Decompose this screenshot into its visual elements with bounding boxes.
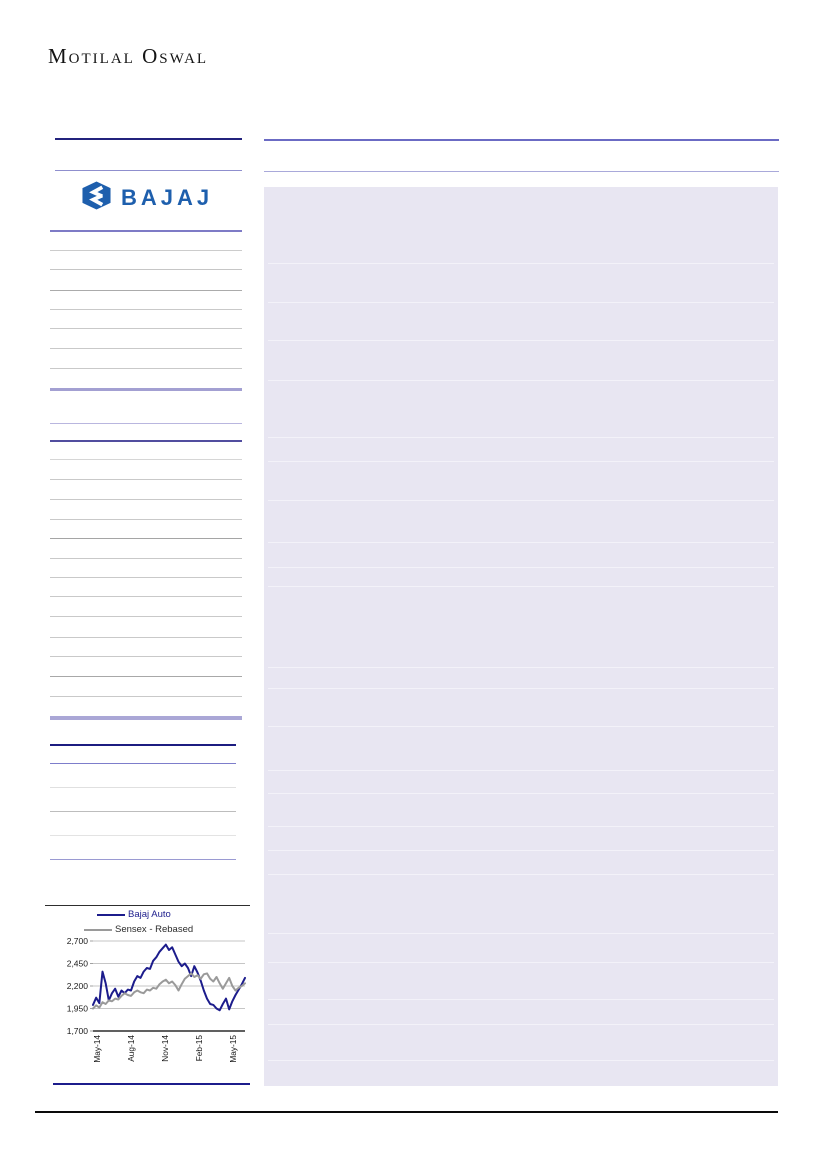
rule-line [50,459,242,460]
rule-line [50,250,242,251]
bajaj-logo-text: BAJAJ [121,185,214,210]
panel-row-divider [268,793,774,794]
svg-text:Feb-15: Feb-15 [194,1035,204,1062]
svg-text:May-15: May-15 [228,1035,238,1063]
stock-chart: 1,700 1,950 2,200 2,450 2,700 May-14 Aug-14 Nov… [48,936,248,1074]
panel-row-divider [268,688,774,689]
rule-line [50,637,242,638]
panel-row-divider [268,826,774,827]
panel-row-divider [268,500,774,501]
rule-line [50,328,242,329]
rule-line [50,348,242,349]
svg-text:1,700: 1,700 [67,1026,89,1036]
panel-row-divider [268,437,774,438]
panel-row-divider [268,567,774,568]
legend-label: Sensex - Rebased [115,924,194,935]
panel-row-divider [268,1060,774,1061]
rule-line [50,596,242,597]
content-panel [264,187,778,1086]
rule-line [50,787,236,788]
rule-line [50,676,242,677]
rule-line [50,859,236,860]
panel-row-divider [268,340,774,341]
rule-line [264,171,779,172]
bajaj-hexagon-icon [80,181,113,215]
rule-line [55,138,242,140]
rule-line [50,269,242,270]
bajaj-logo: BAJAJ [80,181,213,215]
rule-line [53,1083,250,1085]
panel-row-divider [268,263,774,264]
panel-row-divider [268,542,774,543]
legend-label: Bajaj Auto [128,909,171,920]
rule-line [50,290,242,291]
motilal-oswal-logo: Motilal Oswal [48,44,209,68]
rule-line [50,811,236,812]
rule-line [50,716,242,720]
rule-line [45,905,250,906]
rule-line [50,744,236,746]
rule-line [50,656,242,657]
svg-text:2,200: 2,200 [67,981,89,991]
panel-row-divider [268,874,774,875]
rule-line [50,558,242,559]
rule-line [50,309,242,310]
rule-line [50,368,242,369]
panel-row-divider [268,962,774,963]
panel-row-divider [268,1024,774,1025]
panel-row-divider [268,302,774,303]
rule-line [50,499,242,500]
legend-line-sample [84,929,112,931]
rule-line [50,538,242,539]
panel-row-divider [268,999,774,1000]
svg-text:Nov-14: Nov-14 [160,1035,170,1062]
rule-line [50,696,242,697]
panel-row-divider [268,933,774,934]
panel-row-divider [268,667,774,668]
rule-line [50,479,242,480]
legend-item: Bajaj Auto [97,909,193,921]
legend-line-sample [97,914,125,916]
rule-line [264,139,779,141]
svg-text:May-14: May-14 [92,1035,102,1063]
svg-text:2,450: 2,450 [67,959,89,969]
rule-line [50,440,242,442]
rule-line [50,423,242,424]
panel-row-divider [268,380,774,381]
rule-line [50,763,236,764]
panel-row-divider [268,770,774,771]
svg-text:2,700: 2,700 [67,938,89,946]
rule-line [50,616,242,617]
panel-row-divider [268,726,774,727]
svg-text:1,950: 1,950 [67,1004,89,1014]
legend-item: Sensex - Rebased [84,924,193,936]
rule-line [50,388,242,391]
rule-line [35,1111,778,1113]
rule-line [50,835,236,836]
rule-line [50,519,242,520]
svg-text:Aug-14: Aug-14 [126,1035,136,1062]
chart-legend: Bajaj Auto Sensex - Rebased [84,909,193,936]
rule-line [55,170,242,171]
rule-line [50,577,242,578]
panel-row-divider [268,461,774,462]
rule-line [50,230,242,232]
panel-row-divider [268,850,774,851]
stock-chart-svg: 1,700 1,950 2,200 2,450 2,700 May-14 Aug-14 Nov… [67,936,246,1063]
panel-row-divider [268,586,774,587]
